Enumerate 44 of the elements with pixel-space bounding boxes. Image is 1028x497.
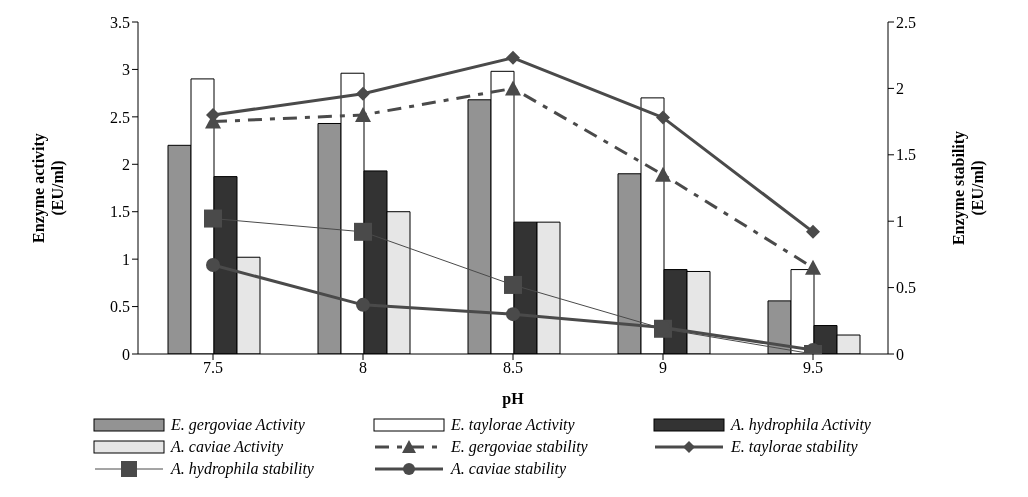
x-axis-title: pH [502, 390, 525, 408]
legend-label: A. caviae stability [451, 460, 567, 478]
legend-label: A. hydrophila Activity [731, 416, 871, 434]
point [504, 275, 522, 294]
point [655, 166, 671, 182]
x-tick-label: 8.5 [503, 359, 523, 377]
point [805, 259, 821, 275]
x-tick-label: 9.5 [803, 359, 823, 377]
y2-tick-label: 1.5 [896, 146, 916, 164]
y-tick-label: 2.5 [110, 108, 130, 126]
y-tick-label: 3 [122, 61, 130, 79]
legend-label: E. taylorae stability [731, 438, 858, 456]
legend-label: A. caviae Activity [171, 438, 284, 456]
point [354, 222, 372, 241]
y-tick-label: 2 [122, 155, 130, 173]
y-tick-label: 0 [122, 345, 130, 363]
y-tick-label: 3.5 [110, 13, 130, 31]
x-tick-label: 8 [359, 359, 367, 377]
y-tick-label: 1.5 [110, 203, 130, 221]
y2-tick-label: 0 [896, 345, 904, 363]
point [506, 307, 520, 322]
y-axis-title: Enzyme activity (EU/ml) [30, 133, 67, 243]
y2-tick-label: 2 [896, 80, 904, 98]
point [806, 224, 820, 239]
legend-label: E. gergoviae stability [451, 438, 588, 456]
x-tick-label: 9 [659, 359, 667, 377]
legend-label: E. gergoviae Activity [171, 416, 305, 434]
point [656, 110, 670, 125]
y-tick-label: 0.5 [110, 298, 130, 316]
point [355, 106, 371, 122]
y2-tick-label: 2.5 [896, 13, 916, 31]
point [356, 86, 370, 101]
y2-tick-label: 0.5 [896, 279, 916, 297]
point [505, 80, 521, 96]
point [356, 297, 370, 312]
y2-axis-title: Enzyme stability (EU/ml) [950, 130, 987, 246]
legend-label: A. hydrophila stability [171, 460, 314, 478]
y-tick-label: 1 [122, 250, 130, 268]
y2-tick-label: 1 [896, 212, 904, 230]
point [206, 258, 220, 273]
point [506, 50, 520, 65]
x-tick-label: 7.5 [203, 359, 223, 377]
point [204, 209, 222, 228]
legend-label: E. taylorae Activity [451, 416, 575, 434]
